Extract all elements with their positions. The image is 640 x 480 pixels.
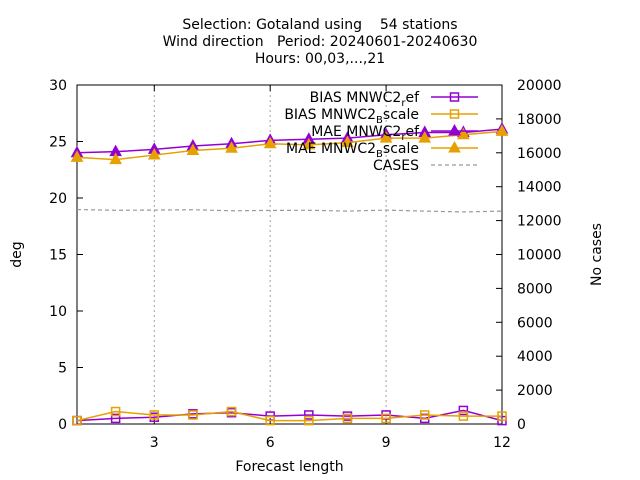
y-tick-label: 20: [49, 191, 67, 207]
series-1-point: [110, 406, 121, 417]
plot-frame: [76, 84, 503, 425]
y2-tick-label: 10000: [517, 248, 562, 264]
series-0-point: [304, 410, 314, 420]
y2-tick-label: 20000: [517, 78, 562, 94]
chart-title-line-1: Selection: Gotaland using 54 stations: [182, 17, 458, 33]
series-1-point: [419, 410, 430, 420]
y2-tick-label: 8000: [517, 281, 553, 297]
x-tick-label: 9: [382, 435, 391, 451]
y-tick-label: 5: [58, 361, 67, 377]
series-3-point: [302, 137, 316, 150]
series-1-point: [497, 411, 507, 421]
x-tick-label: 3: [150, 435, 159, 451]
series-3-point: [379, 131, 393, 143]
legend-label-1: BIAS MNWC2Bscale: [284, 107, 419, 126]
legend-marker-3: [448, 140, 461, 153]
series-1-point: [304, 415, 314, 426]
x-axis-label: Forecast length: [235, 459, 343, 475]
series-3-point: [147, 148, 161, 160]
y2-tick-label: 2000: [517, 383, 553, 399]
y2-tick-label: 14000: [517, 180, 562, 196]
series-1-point: [188, 410, 198, 420]
legend-marker-0: [449, 92, 460, 102]
y-tick-label: 10: [49, 304, 67, 320]
legend-label-3: MAE MNWC2Bscale: [286, 141, 419, 160]
y2-tick-label: 18000: [517, 112, 562, 128]
series-1-point: [72, 415, 82, 426]
series-3-point: [418, 131, 432, 143]
series-3-point: [225, 141, 238, 153]
series-1-point: [342, 413, 353, 424]
series-0-point: [110, 413, 121, 424]
series-3-point: [109, 152, 122, 165]
y-tick-label: 0: [58, 417, 67, 433]
series-1-point: [381, 413, 391, 424]
y2-tick-label: 16000: [517, 146, 562, 162]
x-tick-label: 6: [266, 435, 275, 451]
series-line-1: [76, 410, 502, 422]
chart-title-line-3: Hours: 00,03,...,21: [254, 51, 386, 67]
series-line-2: [76, 128, 503, 154]
series-1-point: [149, 410, 160, 420]
series-line-4: [76, 208, 503, 213]
series-line-3: [76, 130, 503, 161]
series-1-point: [226, 406, 237, 417]
legend-marker-2: [448, 123, 461, 136]
y-tick-label: 15: [49, 248, 67, 264]
x-tick-label: 12: [493, 435, 511, 451]
chart-title-line-2: Wind direction Period: 20240601-20240630: [162, 34, 478, 50]
y2-tick-label: 6000: [517, 315, 553, 331]
series-1-point: [265, 415, 275, 426]
series-3-point: [495, 124, 509, 136]
series-3-point: [263, 136, 277, 149]
legend-label-4: CASES: [373, 158, 419, 174]
y2-tick-label: 4000: [517, 349, 553, 365]
series-3-point: [457, 127, 470, 140]
legend-marker-1: [449, 109, 460, 119]
legend-label-2: MAE MNWC2ref: [311, 124, 420, 143]
y2-tick-label: 0: [517, 417, 526, 433]
series-0-point: [458, 405, 469, 416]
series-3-point: [70, 150, 84, 162]
y2-axis-label: No cases: [589, 223, 605, 286]
y-tick-label: 30: [49, 78, 67, 94]
series-1-point: [458, 411, 469, 421]
series-3-point: [341, 135, 354, 148]
series-3-point: [186, 143, 200, 156]
legend-label-0: BIAS MNWC2ref: [310, 90, 420, 109]
y-axis-label: deg: [9, 241, 25, 267]
y-tick-label: 25: [49, 135, 67, 151]
series-line-0: [76, 409, 503, 422]
y2-tick-label: 12000: [517, 214, 562, 230]
